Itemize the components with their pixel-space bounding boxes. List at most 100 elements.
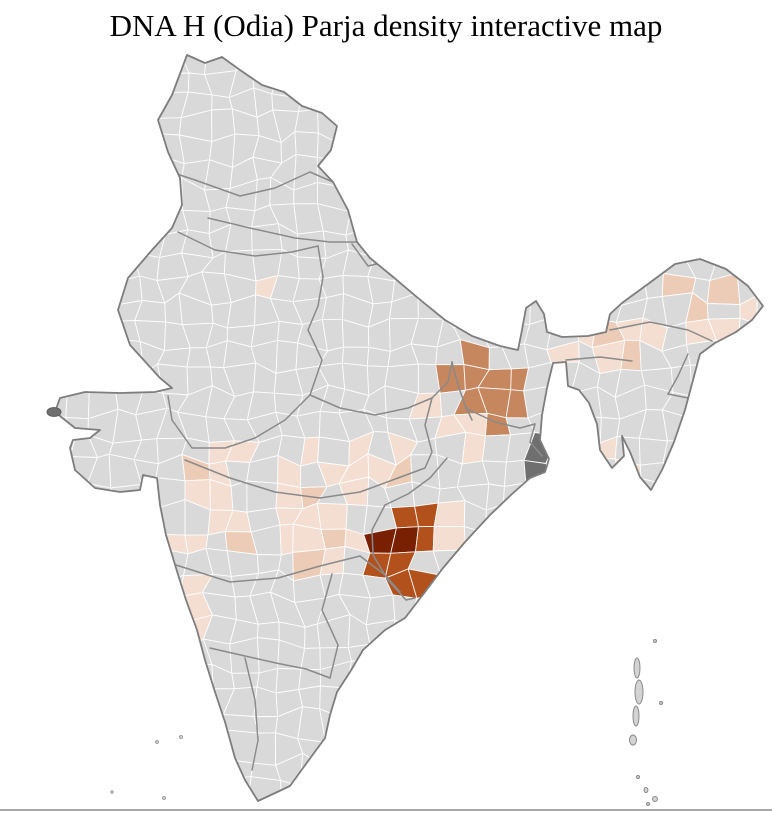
district-cell[interactable]: [479, 643, 505, 666]
district-cell[interactable]: [42, 132, 71, 163]
district-cell[interactable]: [664, 111, 686, 141]
district-cell[interactable]: [481, 716, 509, 740]
district-cell[interactable]: [339, 775, 370, 807]
district-cell[interactable]: [108, 178, 142, 211]
district-cell[interactable]: [713, 664, 739, 694]
district-cell[interactable]: [487, 63, 513, 99]
district-cell[interactable]: [482, 270, 506, 298]
district-cell[interactable]: [67, 269, 97, 304]
district-cell[interactable]: [686, 526, 718, 557]
district-cell[interactable]: [436, 592, 465, 620]
district-cell[interactable]: [347, 154, 369, 190]
district-cell[interactable]: [69, 91, 96, 114]
district-cell[interactable]: [545, 454, 577, 487]
district-cell[interactable]: [68, 206, 96, 231]
district-cell[interactable]: [500, 274, 534, 300]
district-cell[interactable]: [184, 710, 211, 743]
district-cell[interactable]: [620, 41, 650, 75]
district-cell[interactable]: [0, 386, 6, 415]
district-cell[interactable]: [501, 502, 532, 535]
district-cell[interactable]: [19, 257, 51, 280]
district-cell[interactable]: [298, 685, 321, 710]
district-cell[interactable]: [91, 91, 121, 118]
district-cell[interactable]: [177, 752, 210, 783]
district-cell[interactable]: [89, 365, 118, 394]
district-cell[interactable]: [341, 346, 370, 367]
andaman-island[interactable]: [646, 802, 650, 806]
district-cell[interactable]: [410, 780, 438, 810]
district-cell[interactable]: [319, 775, 351, 810]
district-cell[interactable]: [202, 778, 232, 805]
district-cell[interactable]: [63, 132, 99, 163]
district-cell[interactable]: [499, 185, 534, 212]
district-cell[interactable]: [136, 210, 166, 237]
district-cell[interactable]: [410, 758, 438, 783]
district-cell[interactable]: [297, 779, 323, 810]
district-cell[interactable]: [17, 709, 49, 736]
district-cell[interactable]: [433, 249, 459, 281]
district-cell[interactable]: [134, 572, 168, 599]
district-cell[interactable]: [387, 177, 410, 211]
district-cell[interactable]: [528, 502, 549, 529]
district-cell[interactable]: [297, 798, 328, 815]
district-cell[interactable]: [0, 322, 28, 351]
district-cell[interactable]: [545, 430, 577, 464]
district-cell[interactable]: [390, 756, 413, 782]
district-cell[interactable]: [414, 687, 440, 720]
district-cell[interactable]: [759, 408, 772, 443]
district-cell[interactable]: [367, 641, 392, 664]
district-cell[interactable]: [754, 179, 772, 211]
district-cell[interactable]: [0, 755, 6, 778]
district-cell[interactable]: [555, 49, 582, 69]
district-cell[interactable]: [134, 547, 168, 580]
district-cell[interactable]: [738, 592, 763, 626]
district-cell[interactable]: [753, 134, 772, 164]
district-cell[interactable]: [736, 44, 758, 73]
district-cell[interactable]: [571, 782, 599, 809]
district-cell[interactable]: [17, 644, 49, 672]
district-cell[interactable]: [364, 754, 398, 788]
district-cell[interactable]: [0, 689, 6, 714]
district-cell[interactable]: [757, 616, 772, 646]
district-cell[interactable]: [550, 65, 570, 93]
district-cell[interactable]: [668, 208, 693, 237]
district-cell[interactable]: [0, 132, 29, 163]
district-cell[interactable]: [522, 782, 552, 803]
district-cell[interactable]: [568, 63, 601, 93]
district-cell[interactable]: [731, 683, 763, 714]
district-cell[interactable]: [597, 592, 622, 626]
district-cell[interactable]: [0, 363, 27, 386]
district-cell[interactable]: [713, 752, 740, 789]
district-cell[interactable]: [546, 479, 574, 513]
district-cell[interactable]: [616, 250, 648, 280]
district-cell[interactable]: [17, 229, 48, 259]
district-cell[interactable]: [68, 686, 99, 718]
district-cell[interactable]: [345, 206, 373, 236]
district-cell[interactable]: [411, 132, 442, 158]
andaman-island[interactable]: [633, 657, 641, 679]
district-cell[interactable]: [68, 252, 95, 283]
district-cell[interactable]: [685, 90, 717, 120]
district-cell[interactable]: [435, 110, 461, 144]
district-cell[interactable]: [712, 157, 733, 181]
district-cell[interactable]: [620, 339, 642, 372]
district-cell[interactable]: [367, 661, 394, 695]
district-cell[interactable]: [579, 616, 605, 647]
district-cell[interactable]: [550, 787, 582, 809]
district-cell[interactable]: [0, 510, 4, 534]
district-cell[interactable]: [67, 302, 97, 328]
district-cell[interactable]: [62, 48, 93, 74]
district-cell[interactable]: [551, 384, 575, 417]
district-cell[interactable]: [569, 430, 601, 459]
district-cell[interactable]: [40, 362, 68, 393]
district-cell[interactable]: [94, 663, 114, 695]
district-cell[interactable]: [716, 548, 739, 576]
district-cell[interactable]: [388, 730, 412, 760]
district-cell[interactable]: [131, 706, 167, 740]
district-cell[interactable]: [570, 386, 602, 418]
district-cell[interactable]: [708, 530, 739, 557]
district-cell[interactable]: [415, 525, 435, 553]
district-cell[interactable]: [641, 572, 663, 604]
district-cell[interactable]: [738, 776, 763, 808]
district-cell[interactable]: [275, 482, 304, 510]
